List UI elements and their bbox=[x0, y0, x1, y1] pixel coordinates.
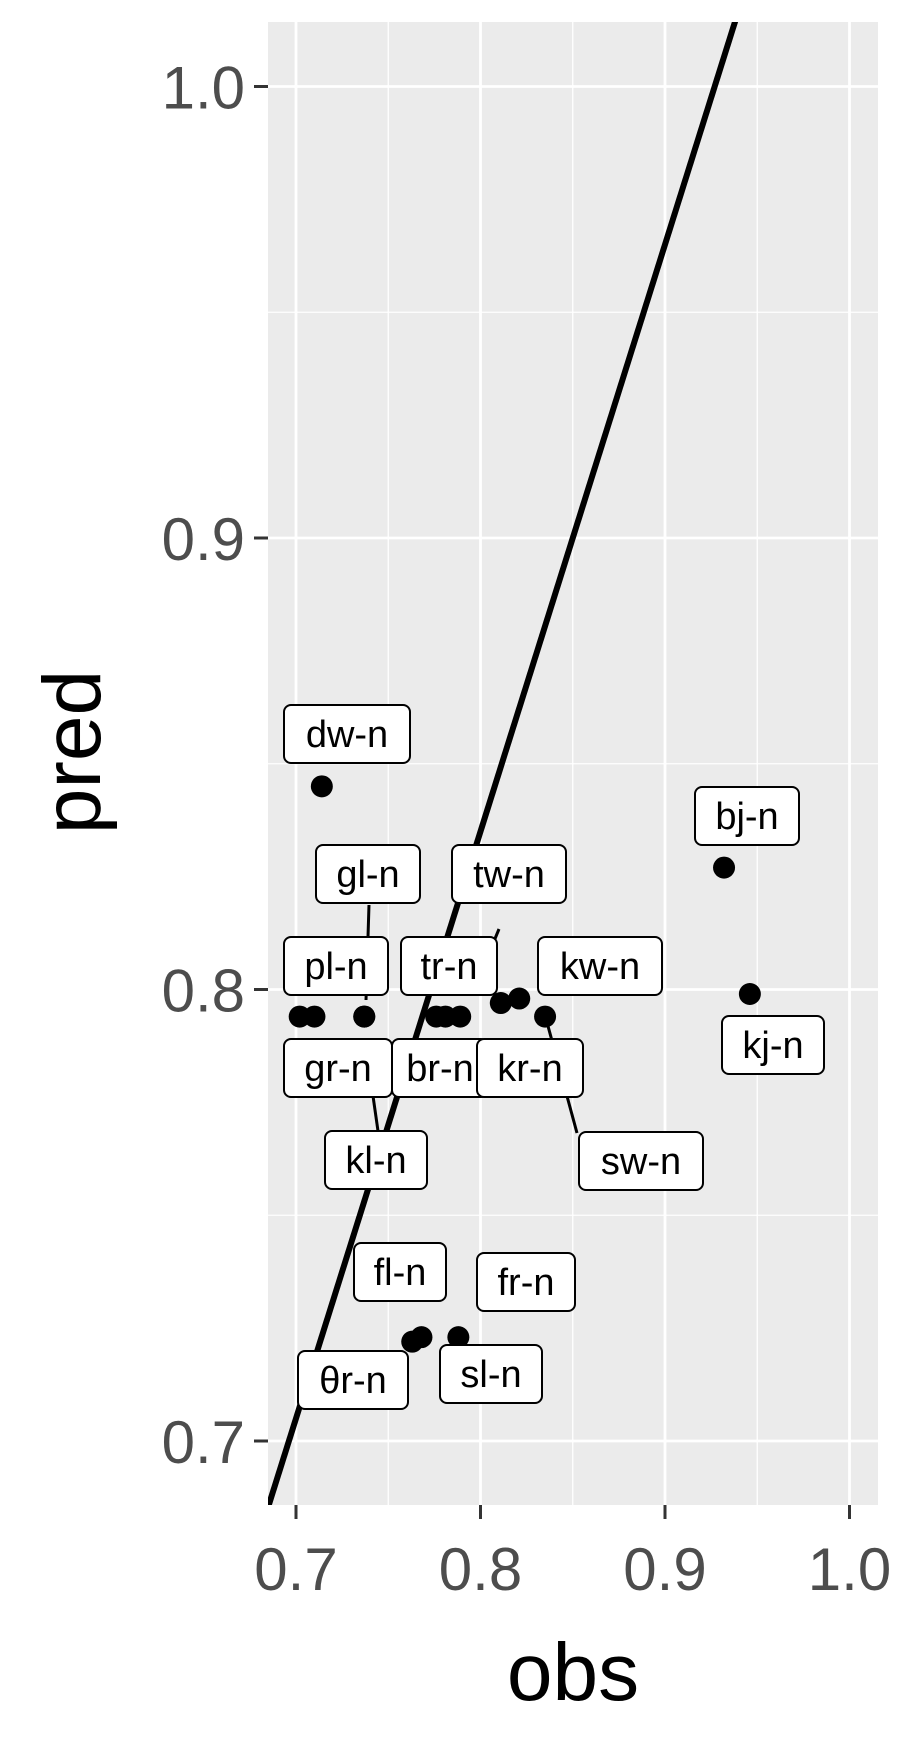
label-text: kr-n bbox=[497, 1048, 562, 1090]
point-label: fl-n bbox=[353, 1242, 447, 1302]
point-label: kj-n bbox=[721, 1015, 825, 1075]
label-box bbox=[451, 844, 567, 904]
x-axis-title: obs bbox=[507, 1627, 639, 1718]
point-label: kl-n bbox=[324, 1130, 428, 1190]
label-box bbox=[578, 1131, 704, 1191]
y-tick-label: 0.9 bbox=[162, 506, 245, 573]
label-box bbox=[537, 936, 663, 996]
label-text: kl-n bbox=[345, 1140, 406, 1182]
label-text: bj-n bbox=[715, 796, 778, 838]
x-tick-label: 0.8 bbox=[439, 1536, 522, 1603]
label-box bbox=[476, 1252, 576, 1312]
label-box bbox=[721, 1015, 825, 1075]
point-label: fr-n bbox=[476, 1252, 576, 1312]
label-text: pl-n bbox=[304, 946, 367, 988]
label-box bbox=[297, 1350, 409, 1410]
label-box bbox=[694, 786, 800, 846]
data-point bbox=[410, 1326, 433, 1349]
label-box bbox=[283, 936, 389, 996]
label-box bbox=[400, 936, 498, 996]
data-point bbox=[447, 1326, 470, 1349]
point-label: kw-n bbox=[537, 936, 663, 996]
point-labels: dw-n bj-n kj-n kw-n sw-n tw-n tr-n gl-n kl-n pl-n… bbox=[283, 704, 825, 1410]
major-gridlines bbox=[268, 22, 878, 1505]
x-tick-label: 1.0 bbox=[808, 1536, 891, 1603]
data-point bbox=[303, 1005, 326, 1028]
label-box bbox=[439, 1344, 543, 1404]
point-label: bj-n bbox=[694, 786, 800, 846]
label-text: fl-n bbox=[374, 1252, 427, 1294]
point-label: kr-n bbox=[476, 1038, 584, 1098]
data-point bbox=[508, 987, 531, 1010]
label-box bbox=[324, 1130, 428, 1190]
data-point bbox=[489, 992, 512, 1015]
label-text: sw-n bbox=[601, 1141, 681, 1183]
point-label: sw-n bbox=[578, 1131, 704, 1191]
y-tick-label: 0.7 bbox=[162, 1409, 245, 1476]
point-label: gl-n bbox=[315, 844, 421, 904]
label-text: dw-n bbox=[306, 714, 388, 756]
data-point bbox=[713, 856, 736, 879]
label-text: sl-n bbox=[460, 1354, 521, 1396]
label-box bbox=[283, 704, 411, 764]
y-axis-title: pred bbox=[27, 670, 118, 834]
label-box bbox=[315, 844, 421, 904]
y-tick-label: 0.8 bbox=[162, 958, 245, 1025]
label-text: θr-n bbox=[319, 1360, 387, 1402]
label-box bbox=[476, 1038, 584, 1098]
label-text: kj-n bbox=[742, 1025, 803, 1067]
y-tick-label: 1.0 bbox=[162, 55, 245, 122]
data-point bbox=[310, 775, 333, 798]
point-label: sl-n bbox=[439, 1344, 543, 1404]
axes: 0.7 0.8 0.9 1.0 0.7 0.8 0.9 1.0 bbox=[162, 55, 892, 1604]
data-point bbox=[534, 1005, 557, 1028]
data-point bbox=[738, 983, 761, 1006]
point-label: tw-n bbox=[451, 844, 567, 904]
point-label: gr-n bbox=[283, 1038, 393, 1098]
label-text: tr-n bbox=[421, 946, 478, 988]
point-label: dw-n bbox=[283, 704, 411, 764]
label-box bbox=[353, 1242, 447, 1302]
label-text: kw-n bbox=[560, 946, 640, 988]
x-tick-label: 0.7 bbox=[254, 1536, 337, 1603]
label-text: fr-n bbox=[498, 1262, 555, 1304]
point-label: tr-n bbox=[400, 936, 498, 996]
label-text: br-n bbox=[406, 1048, 474, 1090]
label-text: gl-n bbox=[336, 854, 399, 896]
label-text: gr-n bbox=[304, 1048, 372, 1090]
data-point bbox=[434, 1005, 457, 1028]
x-tick-label: 0.9 bbox=[623, 1536, 706, 1603]
point-label: θr-n bbox=[297, 1350, 409, 1410]
point-label: br-n bbox=[391, 1038, 489, 1098]
data-point bbox=[353, 1005, 376, 1028]
point-label: pl-n bbox=[283, 936, 389, 996]
data-points bbox=[288, 775, 761, 1389]
label-text: tw-n bbox=[473, 854, 545, 896]
